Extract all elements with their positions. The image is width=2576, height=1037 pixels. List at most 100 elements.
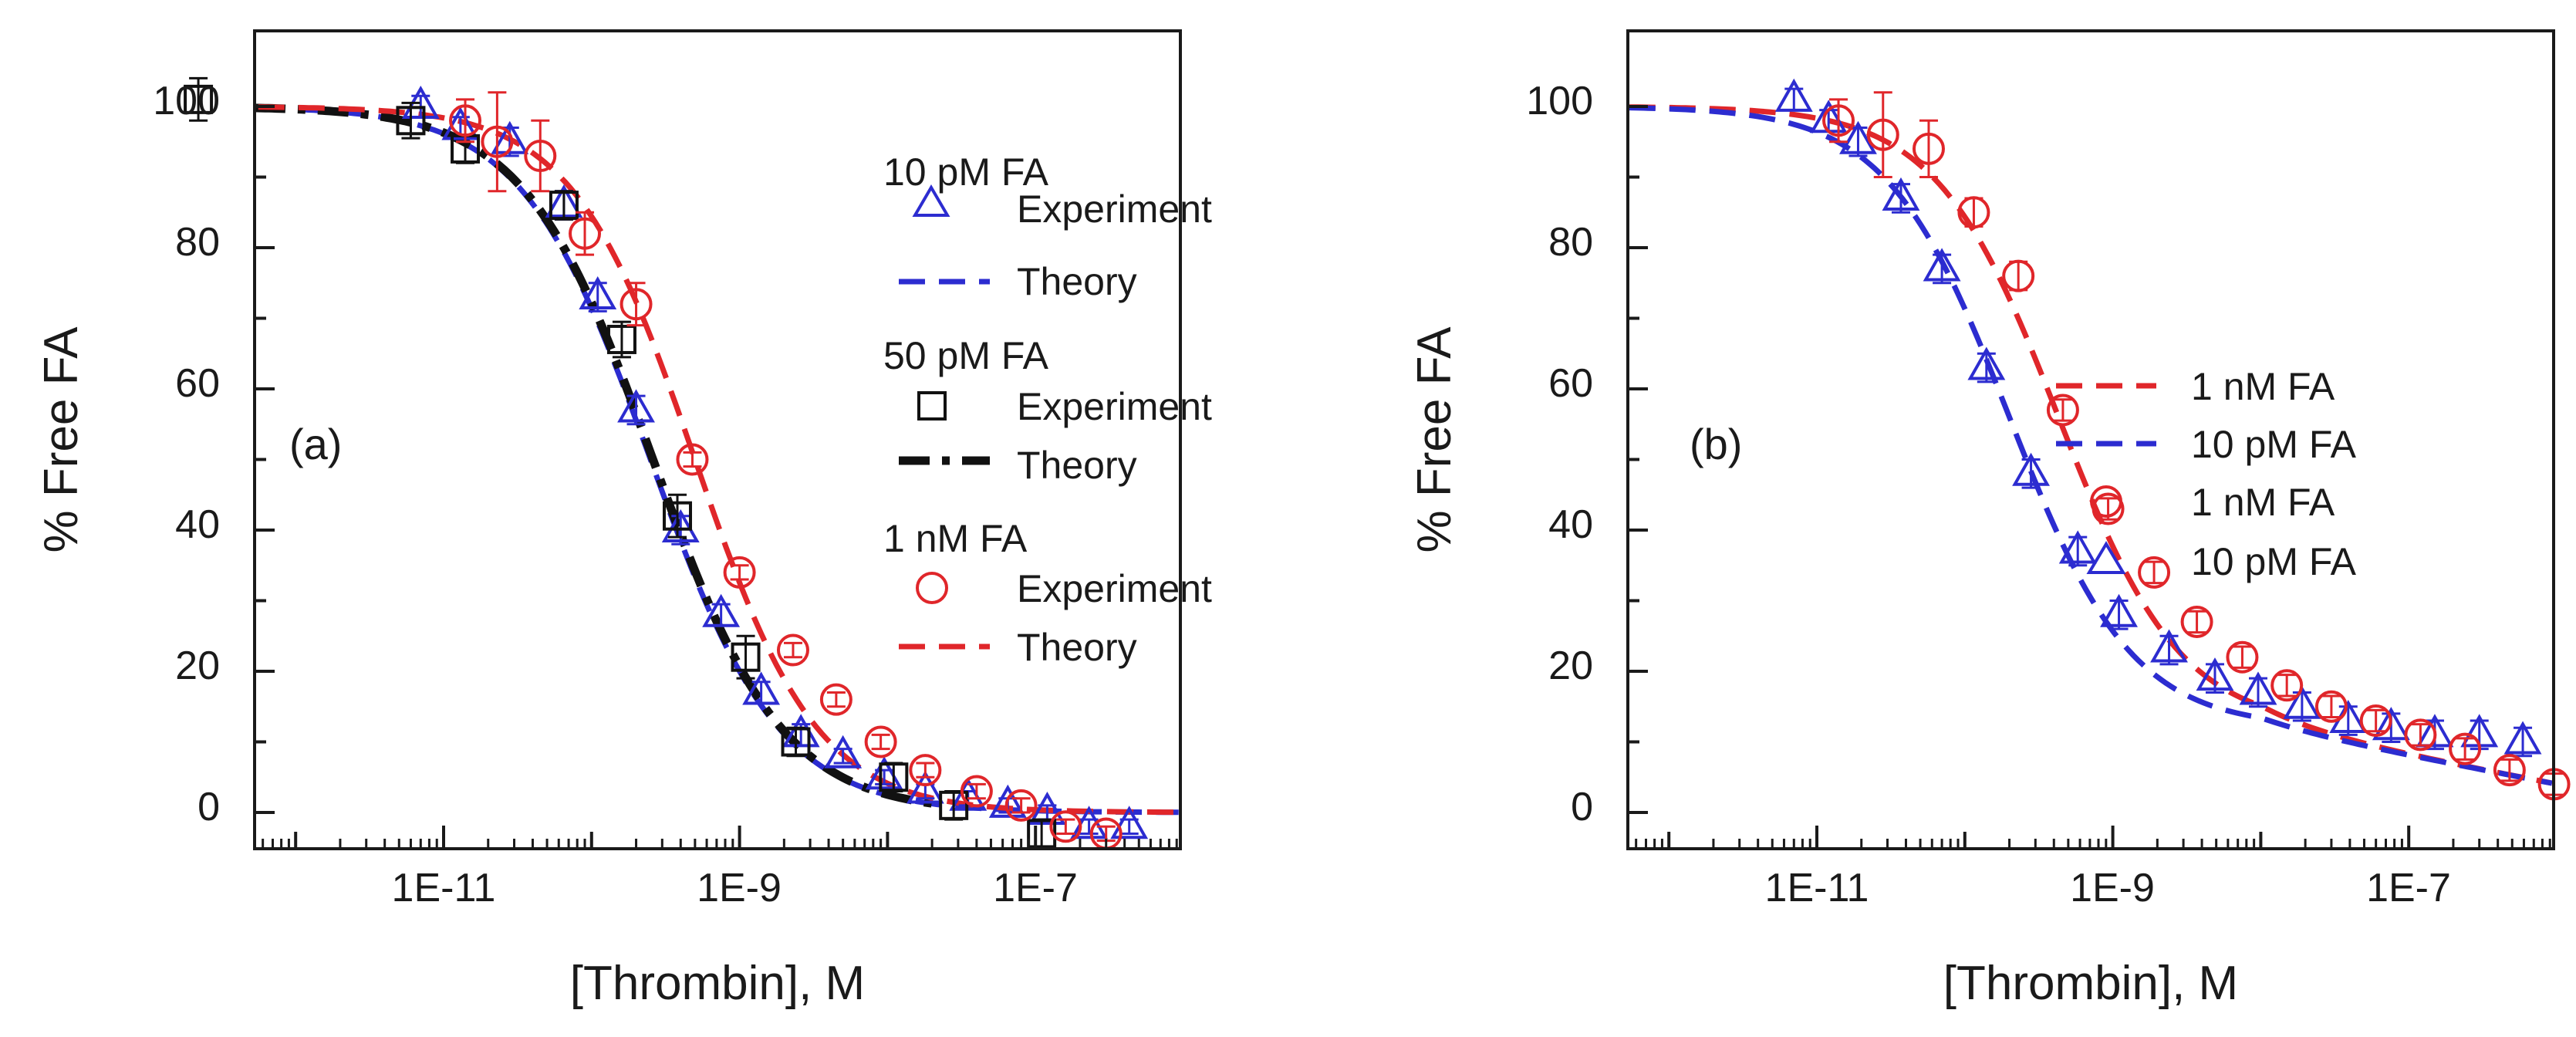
panel-a: 0 20 40 60 80 100 1E-11 1E-9 1E-7 [Throm… <box>35 29 1212 1010</box>
theory-curve <box>258 104 1179 816</box>
legend-marker-triangle <box>912 184 950 217</box>
panel-b-y-ticks <box>1628 105 1648 814</box>
legend-label: 1 nM FA <box>2191 481 2335 524</box>
legend-header: 10 pM FA <box>883 150 1049 194</box>
data-point-triangle <box>2100 593 2138 627</box>
data-point-triangle <box>2503 721 2542 755</box>
data-point-triangle <box>2058 530 2097 564</box>
data-point-circle <box>819 683 852 716</box>
legend-header: 50 pM FA <box>883 334 1049 377</box>
data-point-circle <box>2404 718 2437 752</box>
data-point-triangle <box>2239 671 2277 705</box>
data-point-triangle <box>579 275 617 310</box>
data-point-circle <box>1866 118 1899 151</box>
data-point-square <box>396 106 426 136</box>
data-point-square <box>1027 819 1057 849</box>
data-point-circle <box>2314 690 2348 723</box>
data-point-circle <box>1049 810 1082 843</box>
panel-a-y-ticks <box>255 105 275 814</box>
data-point-triangle <box>1774 78 1813 112</box>
panel-a-y-axis-label: % Free FA <box>35 326 88 553</box>
legend-label: Theory <box>1017 444 1137 487</box>
panel-b-y-axis-label: % Free FA <box>1408 326 1461 553</box>
data-point-circle <box>2046 394 2079 427</box>
panel-a-x-tick-label: 1E-11 <box>392 866 496 910</box>
data-point-square <box>731 642 761 672</box>
data-point-square <box>939 790 969 820</box>
data-point-triangle <box>1110 806 1149 839</box>
data-point-triangle <box>617 389 655 423</box>
data-point-triangle <box>1967 346 2006 380</box>
data-point-circle <box>909 754 942 787</box>
data-point-circle <box>2226 640 2259 674</box>
data-point-circle <box>1004 789 1038 822</box>
data-point-triangle <box>491 120 529 154</box>
legend-marker-square <box>917 391 947 421</box>
panel-b-x-major-ticks <box>1667 826 2411 849</box>
data-point-triangle <box>2150 629 2188 663</box>
data-point-circle <box>2002 259 2035 292</box>
data-point-triangle <box>1028 791 1066 825</box>
legend-label: Theory <box>1017 626 1137 669</box>
data-point-triangle <box>2416 714 2454 748</box>
panel-b-x-tick-label: 1E-7 <box>2366 866 2451 910</box>
data-point-circle <box>2270 669 2304 702</box>
data-point-triangle <box>2012 452 2050 486</box>
legend-label: 1 nM FA <box>2191 365 2335 408</box>
data-point-triangle <box>1923 248 1961 282</box>
data-point-square <box>781 727 811 757</box>
legend-label: Theory <box>1017 260 1137 303</box>
data-point-square <box>606 324 636 354</box>
data-point-square <box>879 762 909 792</box>
panel-a-y-tick-label: 20 <box>175 643 220 688</box>
panel-b-label: (b) <box>1690 420 1742 468</box>
data-point-square <box>663 501 693 531</box>
data-point-circle <box>2138 556 2171 589</box>
theory-curve <box>1629 105 2553 786</box>
data-point-circle <box>2493 754 2526 787</box>
data-point-circle <box>569 217 602 250</box>
legend-marker-triangle <box>2086 541 2126 574</box>
data-point-triangle <box>742 671 781 705</box>
panel-a-x-major-ticks <box>294 826 1038 849</box>
panel-b-plot-frame <box>1626 29 2555 850</box>
data-point-circle <box>1822 104 1855 137</box>
legend-marker-circle <box>2090 485 2122 518</box>
data-point-triangle <box>906 770 944 804</box>
panel-a-x-minor-ticks <box>262 839 1178 849</box>
data-point-circle <box>2449 732 2482 765</box>
data-point-triangle <box>824 735 863 768</box>
data-point-circle <box>676 443 709 476</box>
panel-b-y-tick-label: 20 <box>1548 643 1593 688</box>
panel-a-legend: 10 pM FA Experiment Theory 50 pM FA Expe… <box>883 150 1212 669</box>
panel-b-marks <box>1629 78 2571 801</box>
data-point-triangle <box>2196 657 2234 691</box>
legend-label: 10 pM FA <box>2191 423 2357 466</box>
data-point-circle <box>864 725 897 758</box>
data-point-circle <box>723 556 756 589</box>
panel-b-x-tick-label: 1E-9 <box>2070 866 2155 910</box>
legend-label: Experiment <box>1017 567 1212 610</box>
data-point-circle <box>1912 132 1945 165</box>
panel-a-x-tick-label: 1E-9 <box>697 866 782 910</box>
data-point-triangle <box>661 508 700 542</box>
panel-b-y-tick-label: 60 <box>1548 361 1593 406</box>
legend-label: 10 pM FA <box>2191 540 2357 583</box>
data-point-circle <box>776 633 809 667</box>
panel-b: 0 20 40 60 80 100 1E-11 1E-9 1E-7 [Throm… <box>1408 29 2571 1010</box>
panel-a-y-tick-label: 80 <box>175 220 220 265</box>
data-point-circle <box>1957 196 1990 229</box>
panel-b-y-tick-label: 40 <box>1548 502 1593 547</box>
data-point-circle <box>2180 605 2213 638</box>
panel-b-x-axis-label: [Thrombin], M <box>1943 957 2238 1010</box>
data-point-triangle <box>988 784 1027 818</box>
data-point-circle <box>620 288 653 321</box>
data-point-triangle <box>2283 685 2321 719</box>
panel-a-plot-frame <box>253 29 1182 850</box>
data-point-circle <box>481 125 514 158</box>
panel-a-y-tick-label: 100 <box>153 79 220 123</box>
panel-b-y-tick-label: 80 <box>1548 220 1593 265</box>
panel-b-x-minor-ticks <box>1635 839 2551 849</box>
data-point-triangle <box>865 756 903 790</box>
